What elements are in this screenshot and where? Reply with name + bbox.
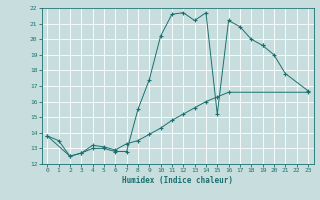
X-axis label: Humidex (Indice chaleur): Humidex (Indice chaleur) <box>122 176 233 185</box>
